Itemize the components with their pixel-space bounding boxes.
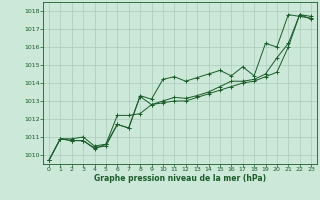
X-axis label: Graphe pression niveau de la mer (hPa): Graphe pression niveau de la mer (hPa) bbox=[94, 174, 266, 183]
